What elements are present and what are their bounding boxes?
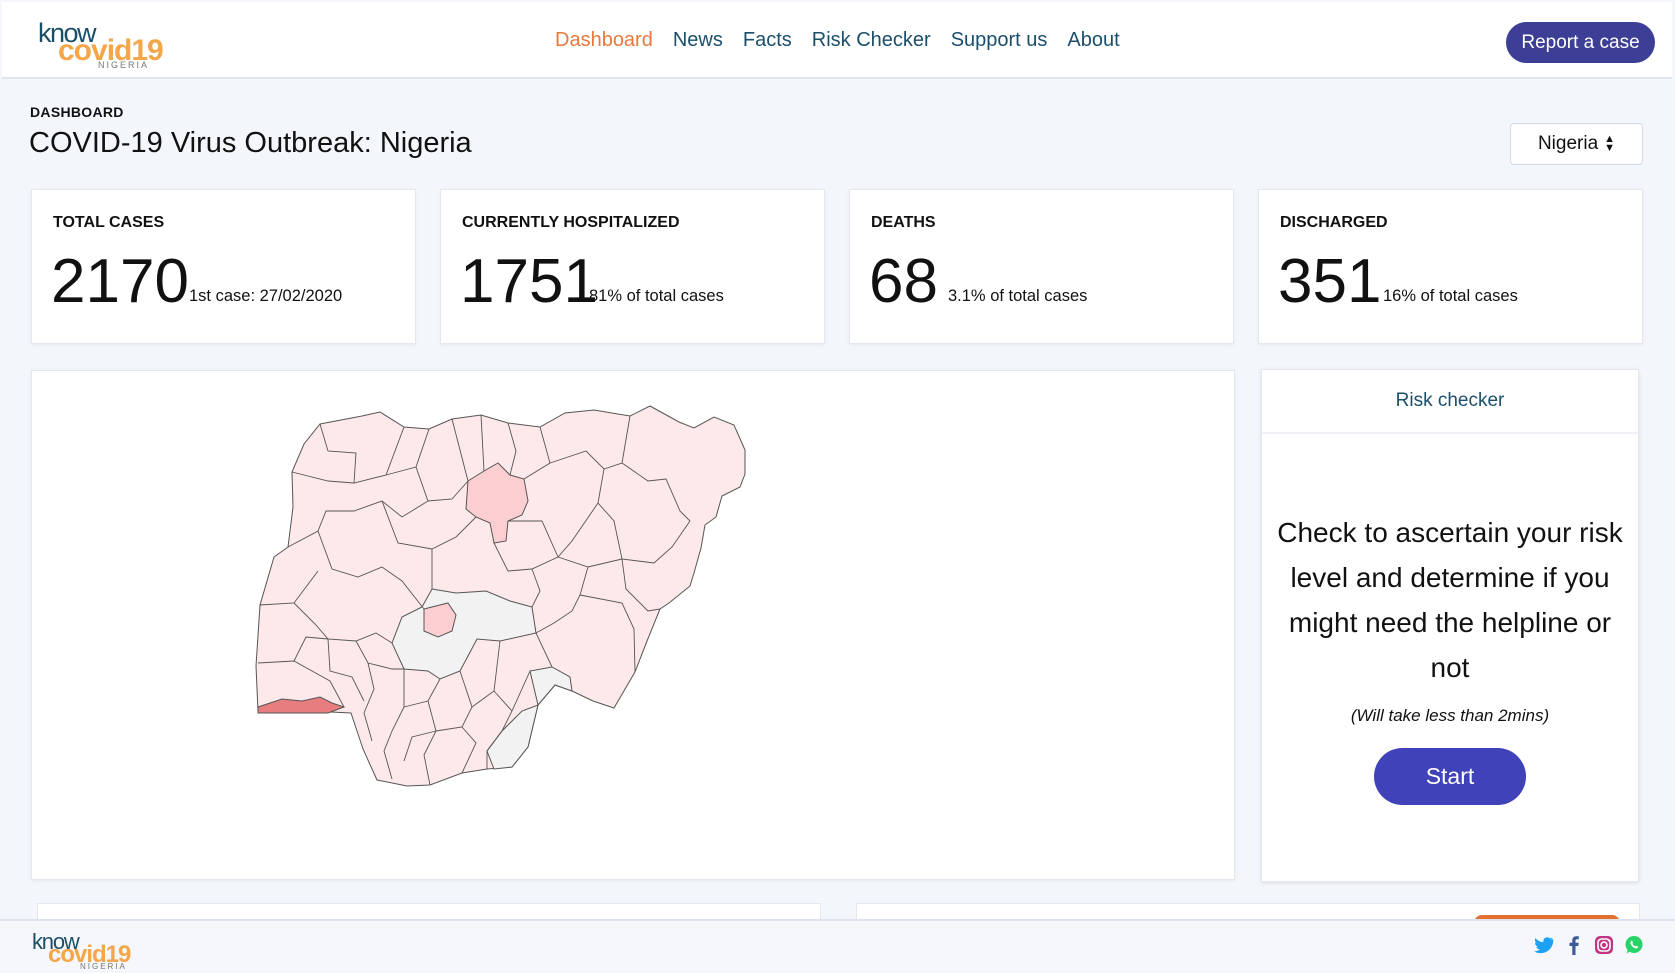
stat-value: 2170 xyxy=(51,247,189,316)
social-links xyxy=(1534,935,1644,955)
stat-card-deaths: DEATHS 68 3.1% of total cases xyxy=(849,189,1234,344)
stat-label: DEATHS xyxy=(871,214,936,231)
nigeria-map[interactable] xyxy=(32,371,1236,881)
stat-label: CURRENTLY HOSPITALIZED xyxy=(462,214,680,231)
stat-value: 1751 xyxy=(460,247,598,316)
footer: know covid19 NIGERIA xyxy=(0,919,1675,971)
main-nav: Dashboard News Facts Risk Checker Suppor… xyxy=(555,29,1120,52)
twitter-icon[interactable] xyxy=(1534,935,1554,955)
stat-value: 68 xyxy=(869,247,938,316)
logo-country: NIGERIA xyxy=(98,60,150,70)
footer-logo-know: know xyxy=(32,929,80,954)
logo-know: know xyxy=(38,18,97,48)
footer-logo-country: NIGERIA xyxy=(80,962,127,971)
risk-checker-panel: Risk checker Check to ascertain your ris… xyxy=(1261,369,1639,882)
page-title: COVID-19 Virus Outbreak: Nigeria xyxy=(29,127,472,159)
stat-value: 351 xyxy=(1278,247,1382,316)
map-country-outline xyxy=(255,405,746,787)
risk-checker-title[interactable]: Risk checker xyxy=(1262,370,1638,434)
lower-card-right xyxy=(856,903,1640,923)
stat-card-discharged: DISCHARGED 351 16% of total cases xyxy=(1258,189,1643,344)
report-case-button[interactable]: Report a case xyxy=(1506,22,1655,63)
stat-label: TOTAL CASES xyxy=(53,214,165,231)
stat-sub: 81% of total cases xyxy=(589,287,724,305)
map-region-fct xyxy=(423,602,457,638)
stat-sub: 3.1% of total cases xyxy=(948,287,1088,305)
footer-logo[interactable]: know covid19 NIGERIA xyxy=(32,929,132,973)
footer-logo-covid: covid19 xyxy=(48,941,131,968)
stat-card-hospitalized: CURRENTLY HOSPITALIZED 1751 81% of total… xyxy=(440,189,825,344)
risk-checker-text: Check to ascertain your risk level and d… xyxy=(1277,517,1623,683)
map-state-borders xyxy=(257,414,691,786)
breadcrumb: DASHBOARD xyxy=(30,104,124,120)
nav-support-us[interactable]: Support us xyxy=(950,29,1048,51)
nav-news[interactable]: News xyxy=(672,29,723,51)
stat-sub: 1st case: 27/02/2020 xyxy=(189,287,343,305)
stat-card-total-cases: TOTAL CASES 2170 1st case: 27/02/2020 xyxy=(31,189,416,344)
nav-dashboard[interactable]: Dashboard xyxy=(555,29,653,51)
start-button[interactable]: Start xyxy=(1374,748,1526,805)
country-select[interactable]: Nigeria ▲ ▼ xyxy=(1510,123,1643,165)
logo-covid: covid19 xyxy=(58,34,164,67)
stat-label: DISCHARGED xyxy=(1280,214,1388,231)
instagram-icon[interactable] xyxy=(1594,935,1614,955)
nav-risk-checker[interactable]: Risk Checker xyxy=(811,29,931,51)
facebook-icon[interactable] xyxy=(1564,935,1584,955)
whatsapp-icon[interactable] xyxy=(1624,935,1644,955)
brand-logo[interactable]: know covid19 NIGERIA xyxy=(38,18,164,72)
country-select-value: Nigeria xyxy=(1537,133,1599,154)
lower-card-left xyxy=(37,903,821,923)
sort-arrows-icon: ▲ ▼ xyxy=(1604,133,1616,154)
nigeria-map-panel xyxy=(31,370,1235,880)
stat-sub: 16% of total cases xyxy=(1383,287,1518,305)
nav-facts[interactable]: Facts xyxy=(742,29,792,51)
risk-checker-note: (Will take less than 2mins) xyxy=(1350,706,1550,725)
map-region-kano xyxy=(465,462,529,544)
top-navbar: know covid19 NIGERIA Dashboard News Fact… xyxy=(2,2,1672,79)
nav-about[interactable]: About xyxy=(1067,29,1120,51)
